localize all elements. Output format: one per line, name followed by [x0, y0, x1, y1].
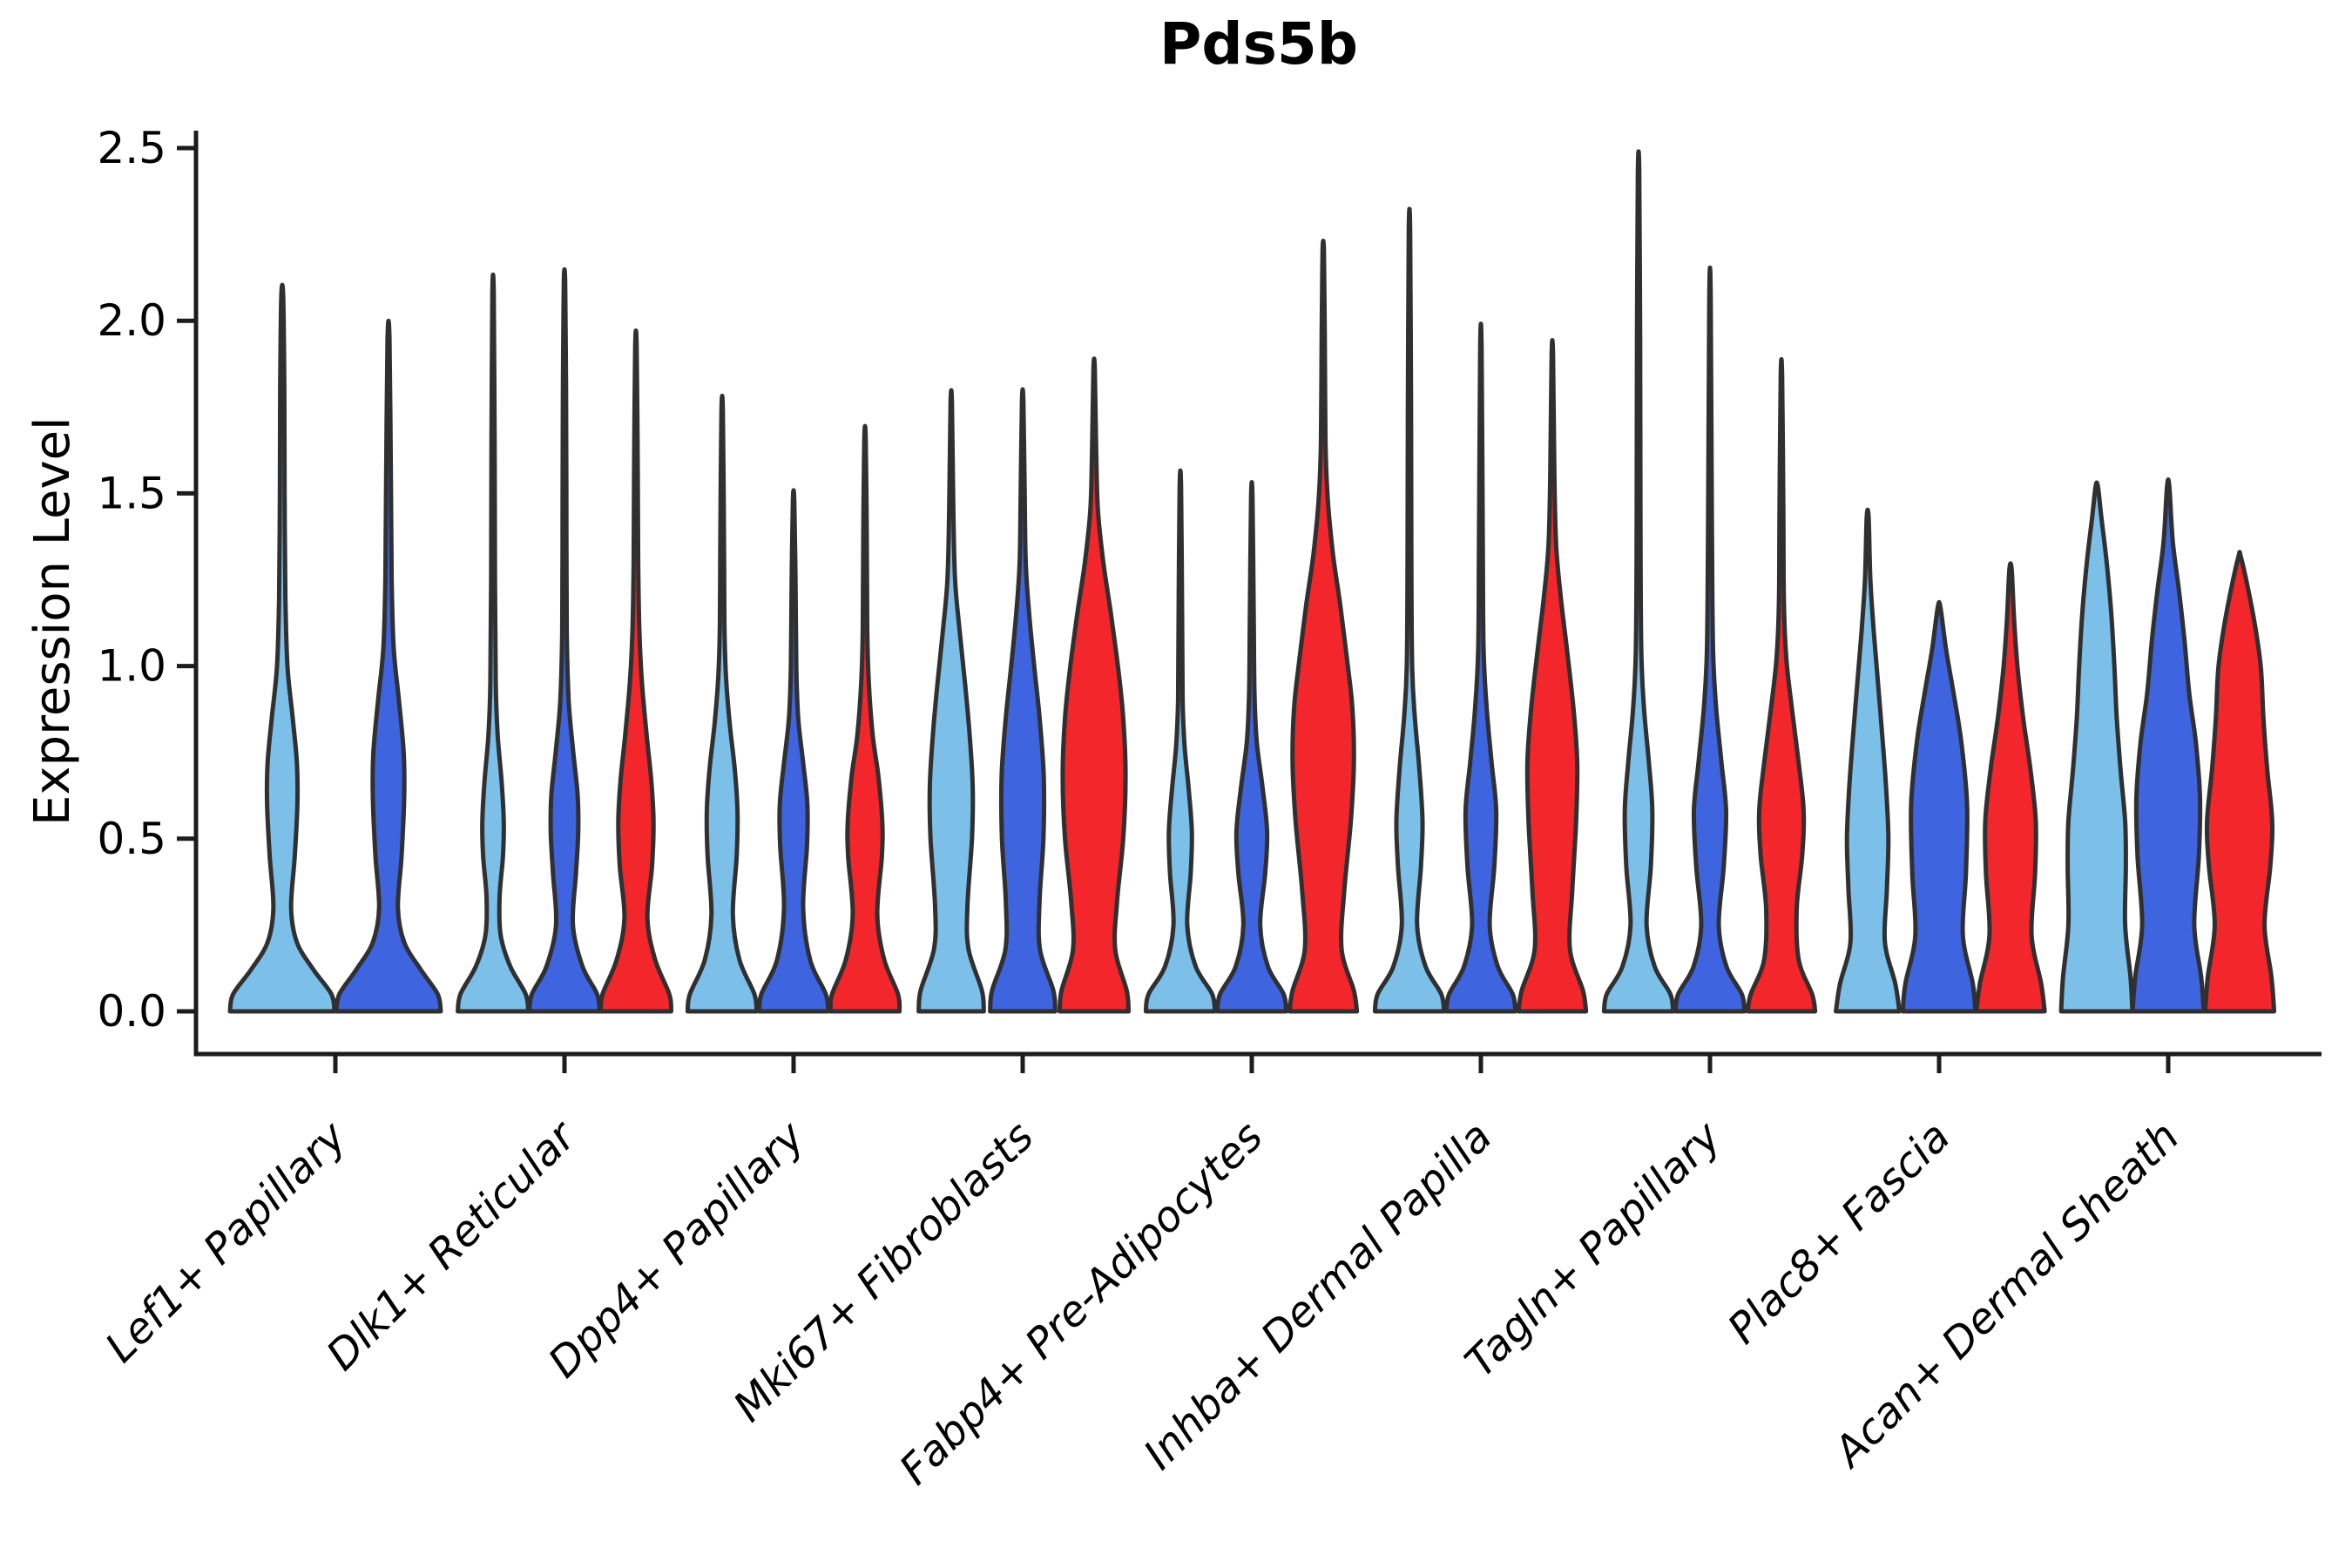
violin — [1601, 149, 1676, 1014]
violin — [988, 387, 1058, 1014]
violin — [1214, 480, 1289, 1014]
violin — [1057, 356, 1132, 1014]
x-tick-label: Tagln+ Papillary — [1456, 1112, 1731, 1387]
violin — [227, 282, 337, 1014]
x-tick-label: Lef1+ Papillary — [96, 1112, 356, 1372]
violin — [1287, 239, 1360, 1014]
x-tick-label: Dlk1+ Reticular — [317, 1111, 587, 1381]
x-tick-label: Fabp4+ Pre-Adipocytes — [890, 1112, 1273, 1495]
y-tick-label: 2.0 — [97, 295, 166, 346]
violin — [1143, 468, 1218, 1014]
violin — [1443, 321, 1518, 1014]
violin — [1372, 206, 1447, 1014]
violin — [2058, 480, 2135, 1014]
y-tick-label: 1.0 — [97, 641, 166, 692]
violin — [2130, 477, 2207, 1014]
y-tick-label: 1.5 — [97, 468, 166, 518]
violin — [1834, 507, 1902, 1014]
violin — [527, 267, 602, 1014]
violin — [828, 423, 902, 1014]
violin — [2202, 550, 2277, 1014]
y-tick-label: 0.5 — [97, 814, 166, 864]
y-tick-label: 0.0 — [97, 986, 166, 1037]
violin — [685, 393, 760, 1014]
violin — [1974, 561, 2047, 1014]
x-tick-label: Dpp4+ Papillary — [539, 1112, 814, 1387]
chart-title: Pds5b — [1159, 10, 1359, 78]
violin — [334, 318, 443, 1014]
y-axis-label: Expression Level — [24, 416, 81, 826]
violin — [456, 272, 531, 1014]
violin — [1673, 265, 1747, 1014]
x-tick-label: Plac8+ Fascia — [1719, 1112, 1960, 1354]
violin — [1745, 356, 1818, 1014]
violin — [1900, 599, 1978, 1014]
violin — [756, 488, 831, 1014]
violin — [916, 388, 986, 1014]
violins — [227, 149, 2277, 1014]
y-tick-label: 2.5 — [97, 123, 166, 173]
violin — [1516, 337, 1589, 1014]
violin — [598, 328, 673, 1014]
